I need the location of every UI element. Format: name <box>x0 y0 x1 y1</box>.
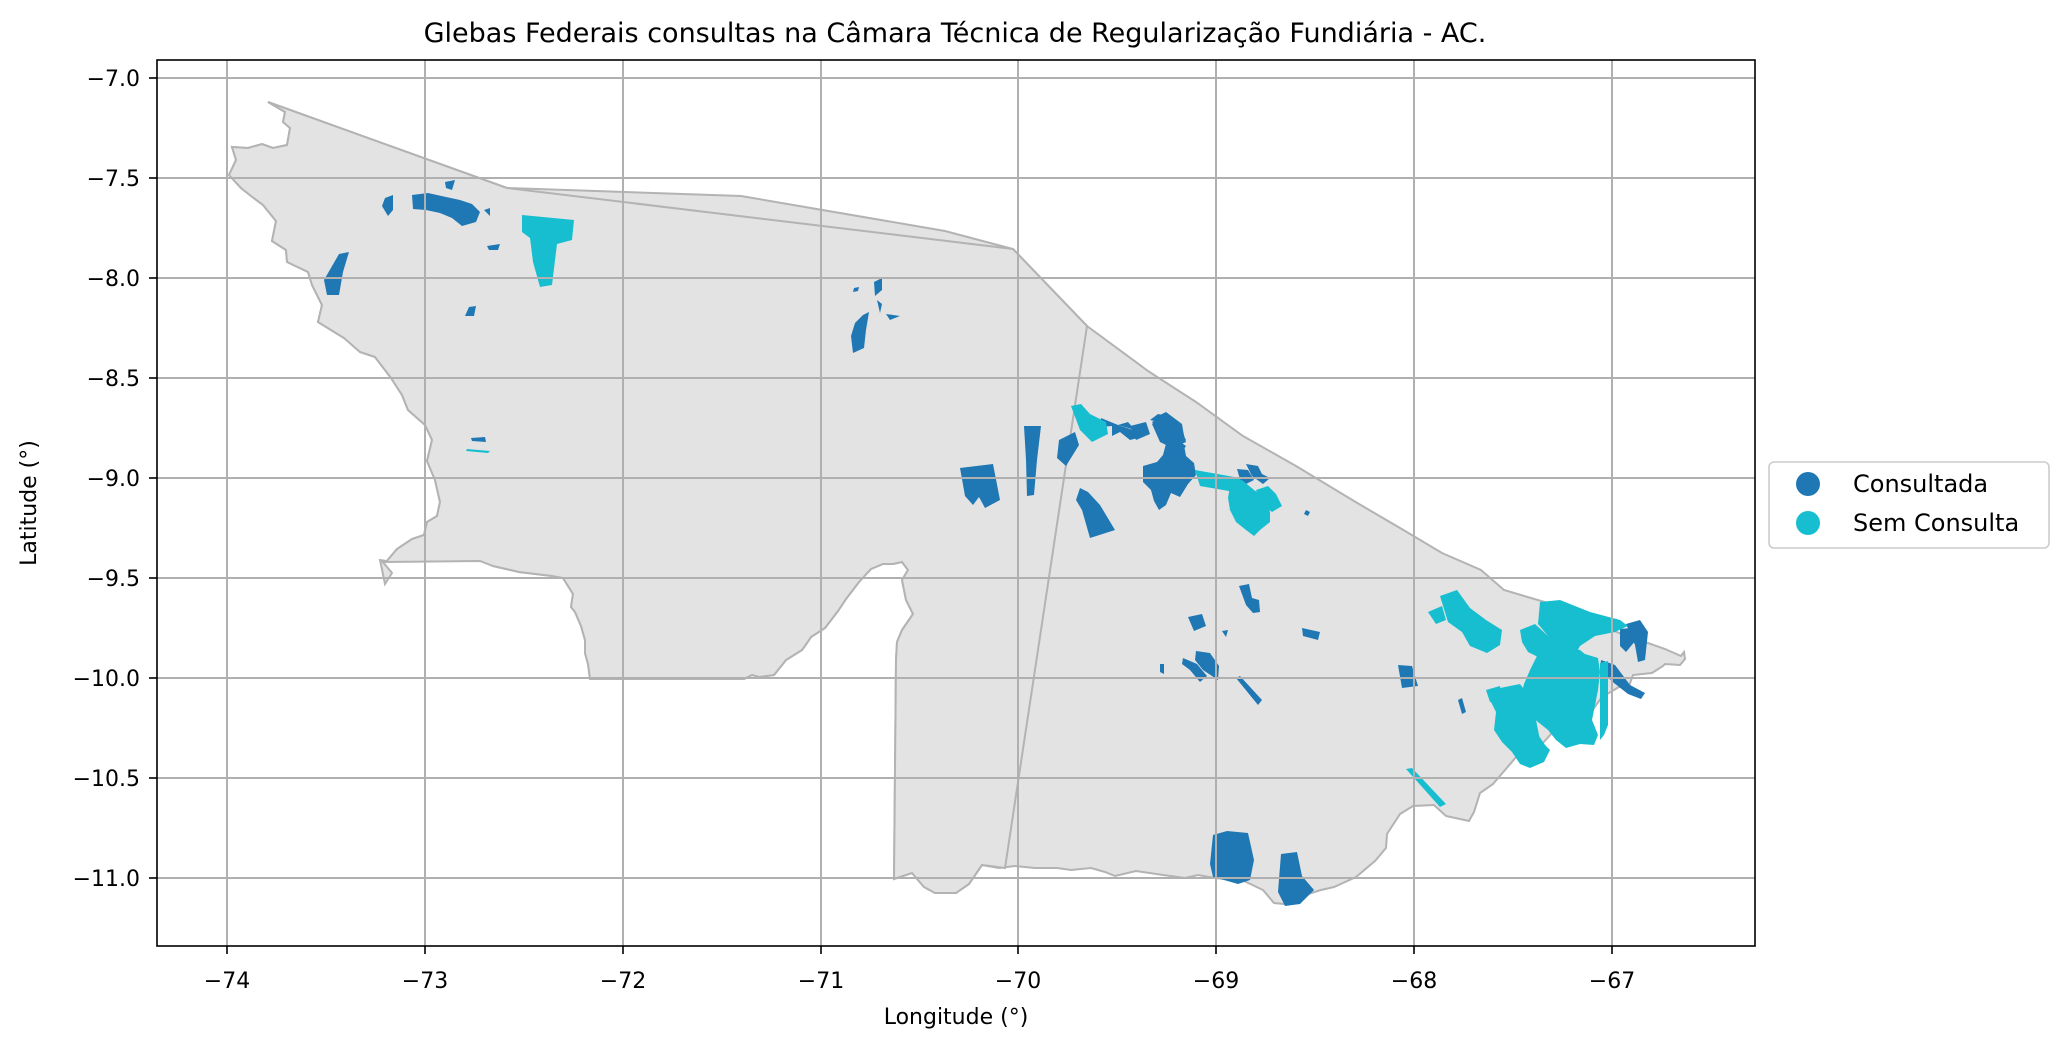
y-axis-label: Latitude (°) <box>17 440 42 566</box>
map-title: Glebas Federais consultas na Câmara Técn… <box>424 18 1487 49</box>
axes-frame <box>156 59 1756 947</box>
gleba-consultada <box>1210 831 1254 884</box>
y-tick-label: −11.0 <box>73 867 140 892</box>
gleba-consultada <box>445 180 455 190</box>
y-tick-label: −10.5 <box>73 767 140 792</box>
legend: Consultada Sem Consulta <box>1768 461 2050 549</box>
gleba-consultada <box>877 300 882 313</box>
gleba-consultada <box>886 314 900 320</box>
gleba-consultada <box>1182 658 1207 682</box>
legend-label-consultada: Consultada <box>1853 470 1988 498</box>
legend-label-sem-consulta: Sem Consulta <box>1853 509 2019 537</box>
y-tick-label: −9.0 <box>87 467 140 492</box>
x-tick-label: −74 <box>204 969 250 994</box>
plot-area <box>156 59 1756 947</box>
y-tick-label: −7.5 <box>87 167 140 192</box>
gleba-consultada <box>471 437 486 442</box>
x-axis: −74 −73 −72 −71 −70 −69 −68 −67 Longitud… <box>204 946 1635 1030</box>
x-tick-label: −72 <box>600 969 646 994</box>
gleba-consultada <box>1188 614 1206 631</box>
gleba-consultada <box>853 287 859 292</box>
gleba-consultada <box>1076 488 1115 538</box>
gleba-consultada <box>465 306 476 316</box>
gleba-consultada <box>874 278 882 296</box>
x-axis-label: Longitude (°) <box>884 1005 1029 1030</box>
gleba-sem-consulta <box>1256 486 1282 512</box>
x-tick-label: −68 <box>1391 969 1437 994</box>
legend-box <box>1768 461 2050 549</box>
gleba-consultada <box>1118 422 1135 430</box>
gleba-consultada <box>487 244 500 250</box>
legend-marker-consultada <box>1796 472 1820 496</box>
gleba-consultada <box>324 252 349 295</box>
gleba-sem-consulta <box>1071 404 1108 442</box>
gleba-consultada <box>1239 584 1260 613</box>
gleba-consultada <box>1626 620 1648 662</box>
gleba-consultada <box>1163 438 1186 455</box>
x-tick-label: −67 <box>1589 969 1635 994</box>
y-tick-label: −8.5 <box>87 367 140 392</box>
y-tick-label: −10.0 <box>73 667 140 692</box>
gleba-consultada <box>1195 651 1219 680</box>
gleba-consultada <box>1160 664 1164 674</box>
gleba-consultada <box>1304 510 1310 516</box>
gleba-sem-consulta <box>1428 606 1446 624</box>
gleba-consultada <box>1236 676 1262 705</box>
gleba-consultada <box>1130 422 1150 440</box>
x-tick-label: −69 <box>1193 969 1239 994</box>
y-tick-label: −8.0 <box>87 267 140 292</box>
gleba-consultada <box>484 208 490 216</box>
gleba-consultada <box>1302 628 1320 640</box>
gleba-consultada <box>1458 698 1466 714</box>
x-tick-label: −70 <box>995 969 1041 994</box>
gleba-sem-consulta <box>522 215 574 287</box>
gleba-sem-consulta <box>1562 684 1586 724</box>
glebas-consultada <box>324 180 1648 906</box>
legend-marker-sem-consulta <box>1796 511 1820 535</box>
gleba-consultada <box>1057 432 1079 466</box>
x-tick-label: −71 <box>798 969 844 994</box>
x-tick-label: −73 <box>402 969 448 994</box>
gleba-consultada <box>382 195 393 216</box>
gleba-consultada <box>1222 630 1228 637</box>
gleba-consultada <box>851 312 869 353</box>
gleba-sem-consulta <box>1526 694 1548 720</box>
gleba-sem-consulta <box>1585 654 1600 710</box>
state-outline-acre-west <box>227 101 1089 894</box>
gleba-consultada <box>960 464 1000 508</box>
y-tick-label: −9.5 <box>87 567 140 592</box>
gleba-sem-consulta <box>466 449 490 453</box>
gridlines <box>157 60 1755 946</box>
gleba-sem-consulta <box>1525 730 1545 750</box>
gleba-consultada <box>1143 441 1196 510</box>
y-axis: −7.0 −7.5 −8.0 −8.5 −9.0 −9.5 −10.0 −10.… <box>17 67 157 892</box>
gleba-consultada <box>412 193 480 226</box>
gleba-sem-consulta <box>1440 590 1502 653</box>
y-tick-label: −7.0 <box>87 67 140 92</box>
gleba-consultada <box>1100 418 1138 440</box>
glebas-sem-consulta <box>466 215 1628 807</box>
gleba-sem-consulta <box>1538 600 1628 660</box>
gleba-sem-consulta <box>1486 686 1502 702</box>
gleba-sem-consulta <box>1600 661 1608 740</box>
